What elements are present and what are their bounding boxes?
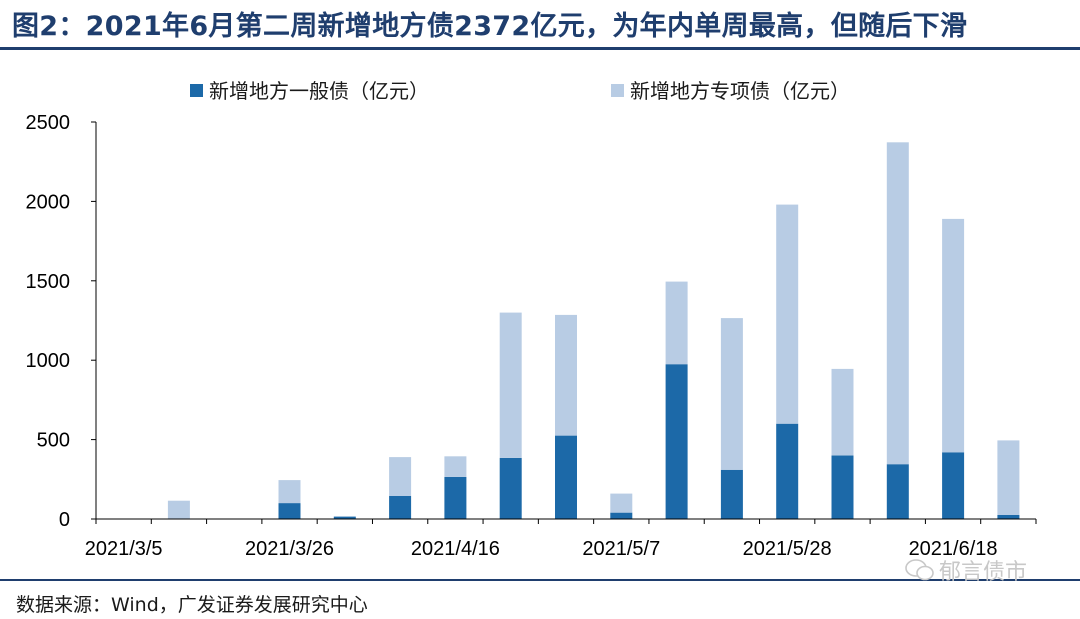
y-tick-label: 0 bbox=[59, 509, 70, 531]
bar-special-16 bbox=[997, 440, 1020, 515]
bar-special-10 bbox=[665, 281, 688, 365]
legend-label-special: 新增地方专项债（亿元） bbox=[630, 79, 850, 103]
bar-general-15 bbox=[942, 452, 965, 519]
bar-special-7 bbox=[499, 312, 522, 458]
stacked-bar-chart: 新增地方一般债（亿元） 新增地方专项债（亿元） 0 500 1000 1500 2000 2… bbox=[26, 79, 1037, 560]
bar-general-5 bbox=[389, 496, 412, 519]
bar-general-6 bbox=[444, 476, 467, 519]
bar-layer bbox=[167, 142, 1020, 519]
bar-special-6 bbox=[444, 456, 467, 477]
bar-general-7 bbox=[499, 457, 522, 519]
bar-special-14 bbox=[886, 142, 909, 465]
y-tick-label: 1500 bbox=[26, 271, 71, 293]
bar-special-9 bbox=[610, 493, 633, 513]
bar-special-13 bbox=[831, 368, 854, 456]
bar-special-8 bbox=[555, 314, 577, 436]
x-tick-label: 2021/4/16 bbox=[411, 538, 500, 560]
x-tick-label: 2021/6/18 bbox=[909, 538, 998, 560]
bar-special-15 bbox=[942, 218, 965, 453]
bar-special-12 bbox=[776, 204, 799, 424]
bar-general-14 bbox=[886, 464, 909, 519]
bar-special-5 bbox=[389, 457, 412, 496]
wechat-icon bbox=[905, 559, 934, 581]
bar-general-11 bbox=[720, 469, 743, 519]
legend-swatch-general bbox=[190, 84, 203, 97]
bar-general-12 bbox=[776, 423, 799, 519]
bar-general-9 bbox=[610, 512, 633, 519]
legend-label-general: 新增地方一般债（亿元） bbox=[209, 79, 429, 103]
bar-general-4 bbox=[333, 516, 356, 519]
y-tick-label: 500 bbox=[37, 430, 70, 452]
title-divider bbox=[0, 47, 1080, 50]
axes-layer: 0 500 1000 1500 2000 2500 2021/3/5 2021/3/26 202… bbox=[26, 112, 1037, 560]
bar-special-1 bbox=[167, 500, 190, 519]
watermark: 郁言债市 bbox=[905, 554, 1027, 586]
x-tick-label: 2021/5/28 bbox=[743, 538, 832, 560]
legend-swatch-special bbox=[611, 84, 624, 97]
source-note: 数据来源：Wind，广发证券发展研究中心 bbox=[16, 594, 368, 616]
x-tick-label: 2021/3/5 bbox=[85, 538, 163, 560]
chart-legend: 新增地方一般债（亿元） 新增地方专项债（亿元） bbox=[190, 79, 850, 103]
y-tick-label: 2500 bbox=[26, 112, 71, 134]
bar-general-3 bbox=[278, 503, 301, 519]
bar-general-16 bbox=[997, 515, 1020, 519]
bar-special-11 bbox=[720, 318, 743, 470]
chart-title: 图2：2021年6月第二周新增地方债2372亿元，为年内单周最高，但随后下滑 bbox=[12, 11, 968, 42]
footer-divider bbox=[0, 579, 1080, 581]
bar-special-3 bbox=[278, 480, 301, 504]
watermark-text: 郁言债市 bbox=[939, 560, 1028, 585]
x-tick-label: 2021/5/7 bbox=[582, 538, 660, 560]
bar-general-13 bbox=[831, 455, 854, 519]
x-tick-label: 2021/3/26 bbox=[245, 538, 334, 560]
y-tick-label: 2000 bbox=[26, 191, 71, 213]
bar-general-8 bbox=[555, 435, 577, 519]
y-tick-label: 1000 bbox=[26, 350, 71, 372]
bar-general-10 bbox=[665, 364, 688, 519]
